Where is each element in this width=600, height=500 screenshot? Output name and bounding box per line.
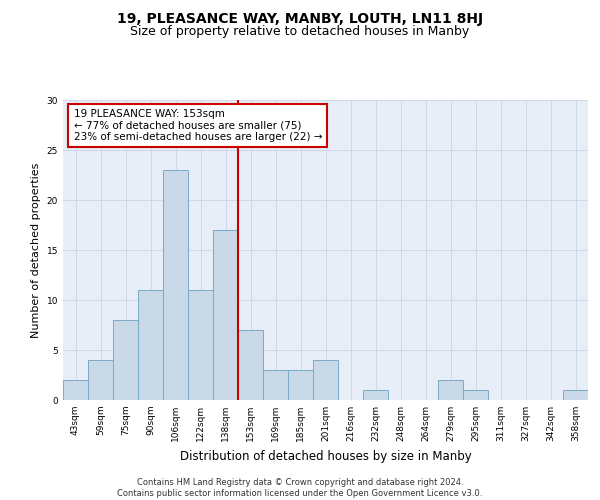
Bar	[63, 380, 88, 400]
Bar	[438, 380, 463, 400]
Bar	[288, 370, 313, 400]
Bar	[563, 390, 588, 400]
Bar	[88, 360, 113, 400]
Bar	[363, 390, 388, 400]
Bar	[188, 290, 213, 400]
Bar	[113, 320, 138, 400]
Text: 19 PLEASANCE WAY: 153sqm
← 77% of detached houses are smaller (75)
23% of semi-d: 19 PLEASANCE WAY: 153sqm ← 77% of detach…	[74, 109, 322, 142]
Bar	[163, 170, 188, 400]
Bar	[213, 230, 238, 400]
Bar	[463, 390, 488, 400]
Text: Size of property relative to detached houses in Manby: Size of property relative to detached ho…	[130, 25, 470, 38]
Bar	[313, 360, 338, 400]
Bar	[138, 290, 163, 400]
Y-axis label: Number of detached properties: Number of detached properties	[31, 162, 41, 338]
X-axis label: Distribution of detached houses by size in Manby: Distribution of detached houses by size …	[179, 450, 472, 462]
Bar	[263, 370, 288, 400]
Bar	[238, 330, 263, 400]
Text: Contains HM Land Registry data © Crown copyright and database right 2024.
Contai: Contains HM Land Registry data © Crown c…	[118, 478, 482, 498]
Text: 19, PLEASANCE WAY, MANBY, LOUTH, LN11 8HJ: 19, PLEASANCE WAY, MANBY, LOUTH, LN11 8H…	[117, 12, 483, 26]
